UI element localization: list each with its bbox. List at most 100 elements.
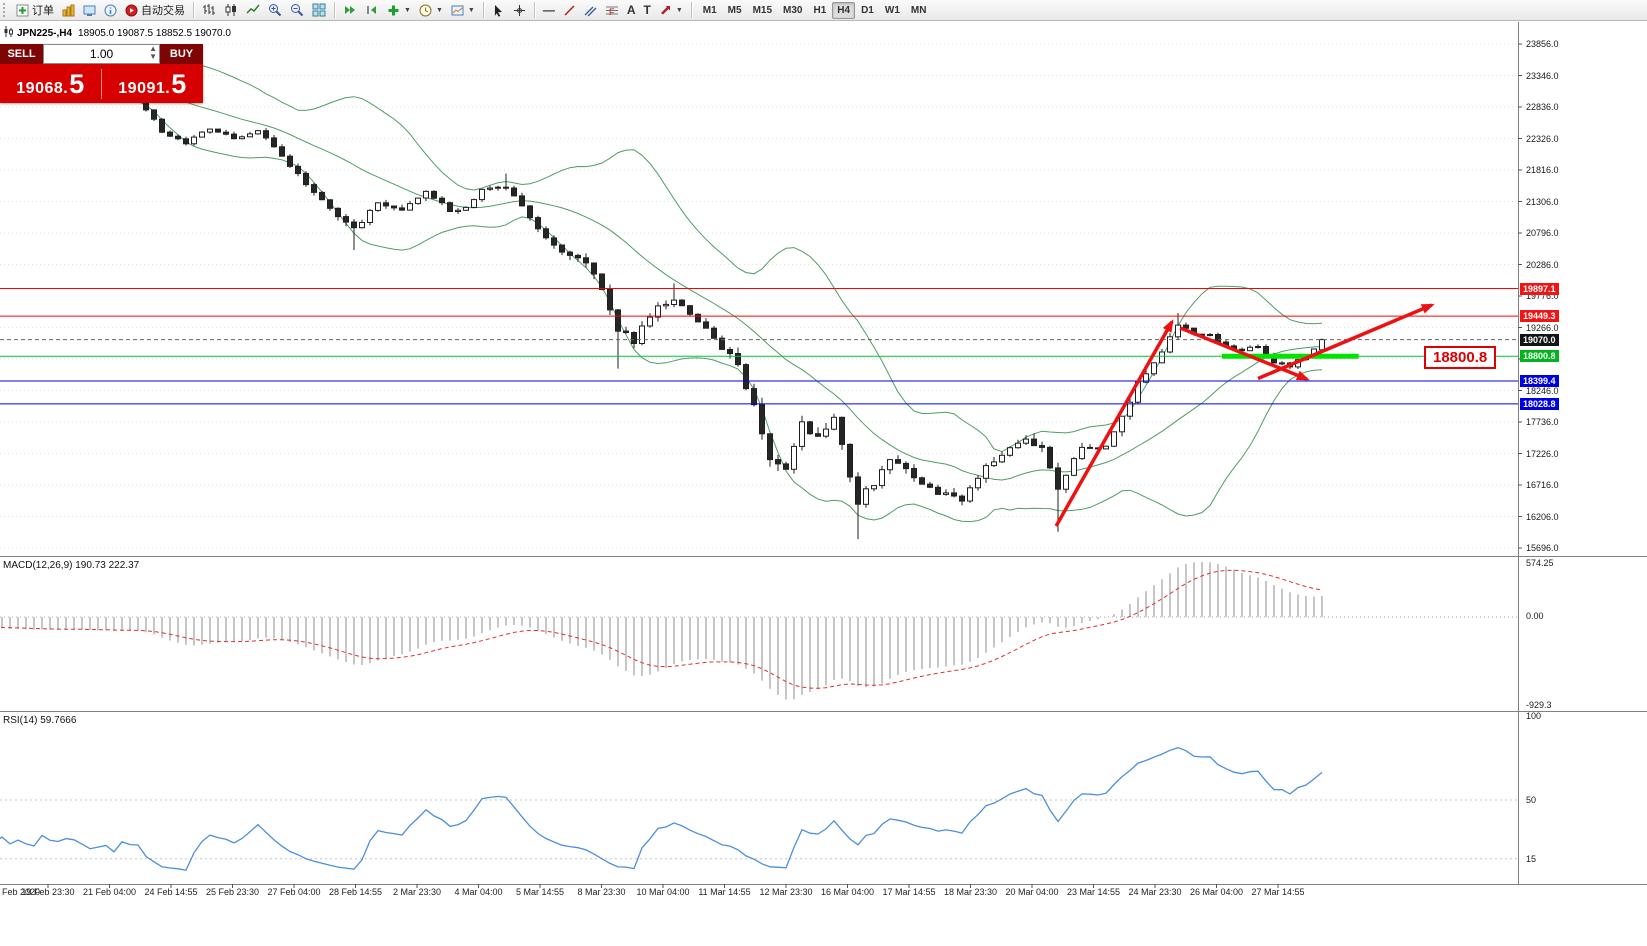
horizontal-line-button[interactable]: — — [539, 1, 559, 19]
price-tag-18028.8: 18028.8 — [1520, 397, 1559, 410]
trade-panel-prices: 19068. 5 19091. 5 — [0, 64, 203, 103]
trend-arrow-2[interactable] — [1179, 326, 1310, 381]
new-chart-button[interactable] — [58, 1, 79, 19]
time-tick-label: 20 Mar 04:00 — [1005, 887, 1059, 897]
arrow-shape-icon — [659, 4, 672, 16]
trend-arrow-1[interactable] — [1054, 319, 1174, 527]
auto-scroll-button[interactable] — [339, 1, 361, 19]
zoom-out-button[interactable] — [286, 1, 308, 19]
zoom-in-button[interactable] — [264, 1, 286, 19]
crosshair-icon — [513, 4, 526, 17]
timeframe-mn-button[interactable]: MN — [906, 2, 932, 19]
timeframe-m5-button[interactable]: M5 — [723, 2, 747, 19]
chart-shift-icon — [365, 4, 379, 16]
timeframe-h1-button[interactable]: H1 — [808, 2, 831, 19]
time-tick-label: 24 Mar 23:30 — [1128, 887, 1182, 897]
text-icon: A — [626, 3, 636, 17]
bar-chart-gold-icon — [62, 4, 75, 17]
volume-stepper[interactable]: 1.00 ▲ ▼ — [43, 44, 160, 64]
template-icon — [451, 4, 464, 17]
data-window-icon — [104, 4, 117, 17]
macd-area[interactable] — [0, 562, 1518, 700]
price-tag-19449.3: 19449.3 — [1520, 310, 1559, 323]
data-window-button[interactable] — [100, 1, 121, 19]
volume-down-arrow[interactable]: ▼ — [149, 52, 157, 61]
time-tick-label: 23 Mar 14:55 — [1066, 887, 1121, 897]
time-tick-label: 21 Feb 04:00 — [82, 887, 137, 897]
new-order-label: 订单 — [32, 5, 54, 17]
sell-price[interactable]: 19068. 5 — [0, 69, 101, 99]
tile-windows-button[interactable] — [308, 1, 330, 19]
text-label-button[interactable]: T — [639, 1, 654, 19]
time-tick-label: 27 Mar 14:55 — [1251, 887, 1305, 897]
time-tick-label: 2 Mar 23:30 — [392, 887, 442, 897]
buy-button[interactable]: BUY — [160, 44, 203, 64]
timeframe-m15-button[interactable]: M15 — [748, 2, 777, 19]
zoom-out-icon — [290, 3, 304, 17]
chart-shift-button[interactable] — [361, 1, 383, 19]
time-tick-label: 24 Feb 14:55 — [144, 887, 198, 897]
cursor-button[interactable] — [488, 1, 509, 19]
price-tick-label: 20796.0 — [1526, 228, 1559, 238]
crosshair-button[interactable] — [509, 1, 530, 19]
sell-price-main: 19068. — [16, 79, 69, 97]
time-tick-label: 8 Mar 23:30 — [577, 887, 626, 897]
trendline-button[interactable] — [559, 1, 580, 19]
price-tag-19070.0: 19070.0 — [1520, 333, 1559, 346]
fibonacci-button[interactable]: F — [601, 1, 623, 19]
trend-arrow-3[interactable] — [1257, 303, 1435, 381]
tile-windows-icon — [312, 3, 326, 17]
symbol-candle-icon — [4, 26, 13, 40]
price-tick-label: 20286.0 — [1526, 259, 1559, 270]
time-tick-label: 16 Mar 04:00 — [820, 887, 875, 897]
dropdown-caret-icon: ▼ — [435, 6, 443, 14]
new-order-icon — [16, 4, 29, 17]
autotrading-button[interactable]: 自动交易 — [121, 1, 189, 19]
timeframe-m30-button[interactable]: M30 — [778, 2, 807, 19]
new-order-button[interactable]: 订单 — [12, 1, 58, 19]
price-tick-label: 23346.0 — [1526, 70, 1559, 81]
price-tick-label: 19776.0 — [1526, 291, 1559, 301]
macd-axis-label: -929.3 — [1526, 700, 1552, 710]
sell-button[interactable]: SELL — [0, 44, 43, 64]
profiles-icon — [83, 4, 96, 17]
time-tick-label: 12 Mar 23:30 — [759, 887, 813, 897]
indicators-button[interactable]: ▼ — [383, 1, 415, 19]
toolbar-grip[interactable] — [3, 3, 9, 17]
buy-price[interactable]: 19091. 5 — [102, 69, 203, 99]
arrows-tool-button[interactable]: ▼ — [655, 1, 687, 19]
profiles-button[interactable] — [79, 1, 100, 19]
trendline-icon — [563, 4, 576, 17]
periods-button[interactable]: ▼ — [415, 1, 447, 19]
time-tick-label: 10 Mar 04:00 — [636, 887, 690, 897]
price-callout-label[interactable]: 18800.8 — [1424, 346, 1497, 369]
volume-value: 1.00 — [89, 47, 114, 61]
timeframe-d1-button[interactable]: D1 — [856, 2, 879, 19]
bar-chart-button[interactable] — [198, 1, 220, 19]
time-tick-label: 26 Mar 04:00 — [1189, 887, 1244, 897]
rsi-area[interactable] — [0, 747, 1518, 871]
timeframe-m1-button[interactable]: M1 — [698, 2, 722, 19]
autotrading-icon — [125, 4, 138, 17]
timeframe-w1-button[interactable]: W1 — [880, 2, 905, 19]
label-icon: T — [643, 3, 651, 17]
price-tag-18399.4: 18399.4 — [1520, 375, 1559, 388]
channel-button[interactable] — [580, 1, 601, 19]
templates-button[interactable]: ▼ — [447, 1, 479, 19]
price-tick-label: 16206.0 — [1526, 511, 1559, 522]
time-tick-label: 28 Feb 14:55 — [328, 887, 383, 897]
toolbar-separator — [334, 2, 335, 18]
time-tick-label: 17 Mar 14:55 — [882, 887, 936, 897]
candlestick-chart-button[interactable] — [220, 1, 242, 19]
svg-text:F: F — [609, 7, 615, 17]
text-button[interactable]: A — [623, 1, 640, 19]
line-chart-button[interactable] — [242, 1, 264, 19]
rsi-axis-label: 15 — [1526, 853, 1537, 864]
volume-up-arrow[interactable]: ▲ — [149, 44, 157, 53]
cursor-arrow-icon — [492, 4, 505, 17]
timeframe-h4-button[interactable]: H4 — [832, 1, 856, 19]
zoom-in-icon — [268, 3, 282, 17]
